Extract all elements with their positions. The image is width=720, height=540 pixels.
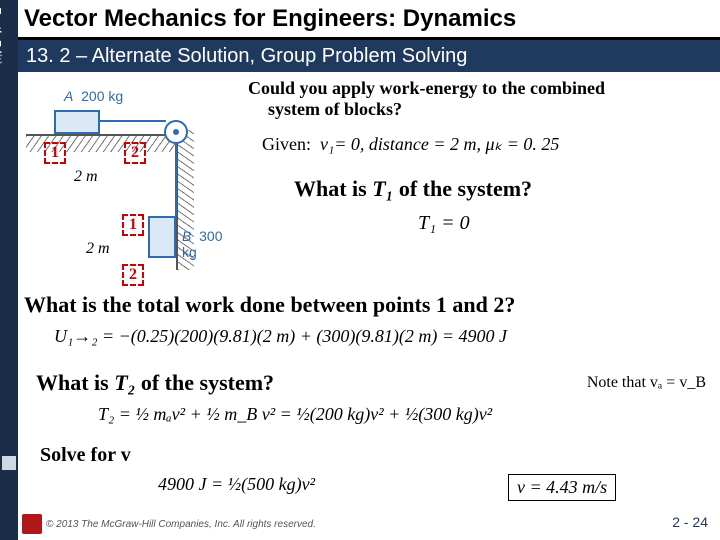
mass-a: 200 kg [81, 88, 123, 104]
equation-final-a: 4900 J = ½(500 kg)v² [158, 474, 315, 495]
block-a [54, 110, 100, 134]
mark-b2: 2 [122, 264, 144, 286]
block-b-label: B 300 kg [182, 228, 226, 260]
rope-horizontal [100, 120, 166, 122]
q-t2-b: of the system? [135, 370, 274, 395]
prompt-work-energy: Could you apply work-energy to the combi… [248, 78, 710, 120]
question-t1: What is T₁ of the system? [294, 176, 532, 202]
velocity-note: Note that vₐ = v_B [587, 374, 706, 392]
home-icon[interactable] [2, 456, 16, 470]
rope-vertical [175, 144, 177, 216]
mark-b1: 1 [122, 214, 144, 236]
block-b [148, 216, 176, 258]
equation-u12: U₁→₂ = −(0.25)(200)(9.81)(2 m) + (300)(9… [54, 326, 507, 347]
label-a-letter: A [64, 88, 73, 104]
t2-symbol: T₂ [114, 370, 135, 395]
q-t2-a: What is [36, 370, 114, 395]
prompt-line2: system of blocks? [248, 99, 402, 119]
copyright: © 2013 The McGraw-Hill Companies, Inc. A… [46, 519, 316, 530]
given-values: v₁= 0, distance = 2 m, μₖ = 0. 25 [320, 134, 559, 154]
equation-final-b: v = 4.43 m/s [508, 474, 616, 501]
label-b-letter: B [182, 228, 191, 244]
block-a-label: A 200 kg [64, 88, 123, 104]
content-area: A 200 kg B 300 kg 1 2 2 m 1 2 2 m Could … [18, 72, 720, 540]
spine: Tenth Edition [0, 0, 18, 540]
question-work: What is the total work done between poin… [24, 292, 515, 318]
note-text: Note that vₐ = v_B [587, 374, 706, 391]
edition-label: Tenth Edition [0, 8, 2, 78]
distance-h: 2 m [74, 168, 98, 186]
section-title: 13. 2 – Alternate Solution, Group Proble… [26, 45, 467, 68]
equation-t2: T₂ = ½ mₐv² + ½ m_B v² = ½(200 kg)v² + ½… [98, 404, 492, 425]
equation-t1: T₁ = 0 [418, 212, 470, 235]
pulley-icon [164, 120, 188, 144]
title-bar: Vector Mechanics for Engineers: Dynamics [18, 0, 720, 40]
page-title: Vector Mechanics for Engineers: Dynamics [24, 5, 516, 33]
t1-symbol: T₁ [372, 176, 393, 201]
given-line: Given: v₁= 0, distance = 2 m, μₖ = 0. 25 [262, 134, 559, 155]
mark-a1: 1 [44, 142, 66, 164]
publisher-logo [22, 514, 42, 534]
q-t1-a: What is [294, 176, 372, 201]
section-bar: 13. 2 – Alternate Solution, Group Proble… [18, 40, 720, 72]
block-pulley-diagram: A 200 kg B 300 kg 1 2 2 m 1 2 2 m [26, 82, 226, 272]
question-t2: What is T₂ of the system? [36, 370, 274, 396]
page-number: 2 - 24 [672, 514, 708, 530]
prompt-line1: Could you apply work-energy to the combi… [248, 78, 605, 98]
given-label: Given: [262, 134, 311, 154]
mark-a2: 2 [124, 142, 146, 164]
distance-v: 2 m [86, 240, 110, 258]
solve-label: Solve for v [40, 444, 131, 467]
q-t1-b: of the system? [393, 176, 532, 201]
